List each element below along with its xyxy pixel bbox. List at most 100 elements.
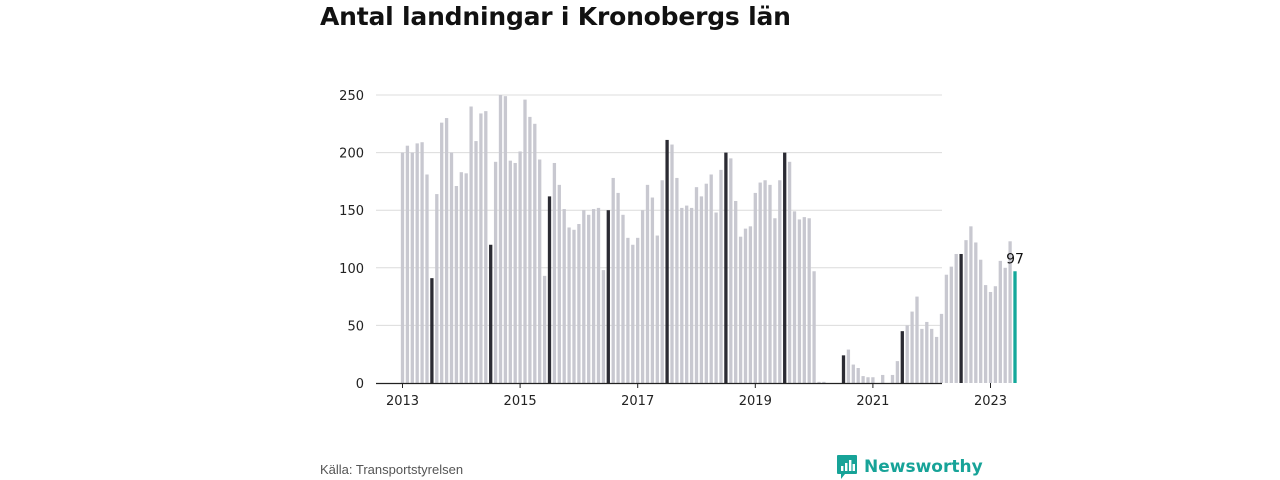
bar-2015-07 [547,196,552,383]
bar-2023-01 [988,291,993,383]
y-axis-ticks: 0 50 100 150 200 250 [339,89,364,392]
bar-2015-12 [572,229,576,383]
bar-2021-08 [905,325,909,383]
bar-2019-04 [768,184,772,383]
bar-2022-07 [959,253,963,383]
bar-2020-09 [851,364,855,383]
bar-2016-10 [621,214,625,383]
bar-2021-10 [915,296,919,383]
bar-2022-06 [954,253,958,383]
bar-2022-09 [969,226,973,383]
bar-2014-06 [484,111,488,383]
bar-2022-03 [939,313,944,383]
bar-2019-05 [773,218,777,383]
bar-2017-04 [650,197,655,383]
bar-2021-12 [925,321,929,383]
bar-2017-02 [640,210,645,383]
bar-2017-07 [665,139,669,383]
bar-2014-02 [464,173,468,383]
bar-2015-11 [567,227,571,383]
bar-2016-05 [596,207,601,383]
bar-2015-10 [562,209,566,383]
bar-2023-05 [1008,241,1012,383]
bar-2016-03 [587,214,591,383]
bar-2016-09 [616,192,620,383]
x-tick-label: 2021 [856,394,889,409]
bar-2019-07 [783,152,787,383]
x-tick-label: 2023 [974,394,1007,409]
bar-2019-08 [787,161,792,383]
bar-2017-11 [685,205,689,383]
bar-2015-04 [533,123,537,384]
bar-2017-03 [645,184,650,383]
bar-2022-04 [944,274,949,383]
y-tick-label: 100 [339,262,364,277]
bar-2016-11 [626,237,630,383]
bar-2015-05 [538,159,542,383]
bar-2014-11 [508,160,512,383]
bar-2016-12 [631,244,635,383]
bar-2020-08 [846,349,851,383]
y-tick-label: 250 [339,89,364,104]
bar-2013-12 [454,186,459,383]
bar-2018-10 [738,236,743,383]
x-tick-label: 2017 [621,394,654,409]
bar-2019-02 [758,182,762,383]
bar-2013-03 [410,152,414,383]
bar-2014-03 [469,106,473,384]
bar-2013-08 [435,194,439,383]
bar-2014-05 [479,113,483,384]
y-tick-label: 150 [339,204,364,219]
bar-2021-01 [871,377,875,383]
bar-2013-06 [425,174,429,383]
bar-2023-04 [1003,267,1007,383]
bar-2014-12 [513,162,517,383]
bar-2019-11 [802,217,806,383]
latest-value-label: 97 [1006,251,1024,267]
bar-2013-07 [430,278,434,383]
bar-2013-04 [415,143,419,383]
bar-2013-05 [420,142,424,383]
bar-2021-07 [900,331,904,383]
bar-2020-12 [866,377,870,383]
bar-2016-06 [601,270,606,383]
bars [400,95,1017,384]
bar-2013-02 [405,145,410,383]
bar-2014-10 [503,96,508,384]
bar-2015-09 [557,184,561,383]
bar-2013-10 [444,118,449,383]
bar-2019-03 [763,180,767,383]
bar-2019-12 [807,218,811,383]
brand-logo[interactable]: Newsworthy [836,454,983,480]
bar-2018-06 [719,169,723,383]
bar-2014-01 [459,172,463,383]
bar-2017-09 [675,177,679,383]
bar-2023-06 [1013,271,1017,383]
bar-2017-10 [680,207,684,383]
bar-2023-02 [993,286,998,383]
bar-2014-04 [474,141,478,383]
x-tick-label: 2019 [739,394,772,409]
bar-2021-03 [881,374,885,383]
bar-2018-02 [699,196,704,383]
bar-2015-08 [552,162,557,383]
bar-2014-07 [489,244,493,383]
bar-2013-09 [440,122,444,384]
bar-2018-01 [694,187,699,383]
bar-2015-03 [528,116,532,383]
bar-2017-05 [655,235,659,383]
bar-2020-10 [856,368,860,383]
bar-2018-03 [704,183,708,383]
bar-2022-02 [934,336,939,383]
bar-2017-12 [689,207,694,383]
y-tick-label: 0 [356,377,364,392]
bar-2018-04 [709,174,713,383]
bar-2022-01 [930,328,934,383]
bar-2022-11 [979,259,983,383]
bar-2019-09 [792,211,797,383]
bar-2018-05 [714,212,718,383]
bar-2021-11 [920,328,924,383]
bar-2016-04 [591,209,596,383]
bar-2019-01 [753,192,757,383]
